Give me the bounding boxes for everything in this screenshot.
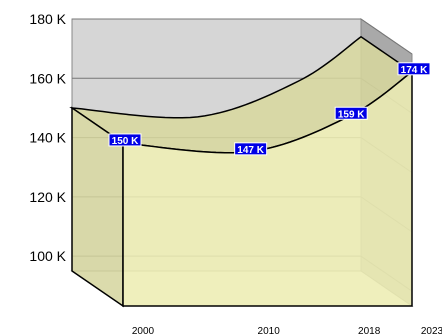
data-label-text: 159 K: [338, 109, 365, 120]
data-label-box: [397, 62, 431, 76]
y-tick-label: 180 K: [29, 11, 66, 27]
data-label: 174 K: [397, 62, 431, 76]
y-tick-label: 120 K: [29, 189, 66, 205]
x-tick-label: 2000: [132, 326, 155, 336]
data-label-box: [108, 133, 142, 147]
x-tick-label: 2010: [258, 326, 281, 336]
data-label-box: [234, 142, 268, 156]
x-tick-label: 2018: [358, 326, 381, 336]
y-tick-label: 160 K: [29, 70, 66, 86]
x-tick-label: 2023: [421, 326, 442, 336]
gridline-side: [360, 18, 413, 55]
data-label: 150 K: [108, 133, 142, 147]
data-label-text: 147 K: [237, 145, 264, 156]
data-label: 147 K: [234, 142, 268, 156]
data-label-text: 150 K: [112, 136, 139, 147]
data-label: 159 K: [334, 106, 368, 120]
data-label-text: 174 K: [401, 65, 428, 76]
area-front-face: [122, 70, 413, 307]
data-label-box: [334, 106, 368, 120]
y-tick-label: 140 K: [29, 130, 66, 146]
y-tick-label: 100 K: [29, 248, 66, 264]
